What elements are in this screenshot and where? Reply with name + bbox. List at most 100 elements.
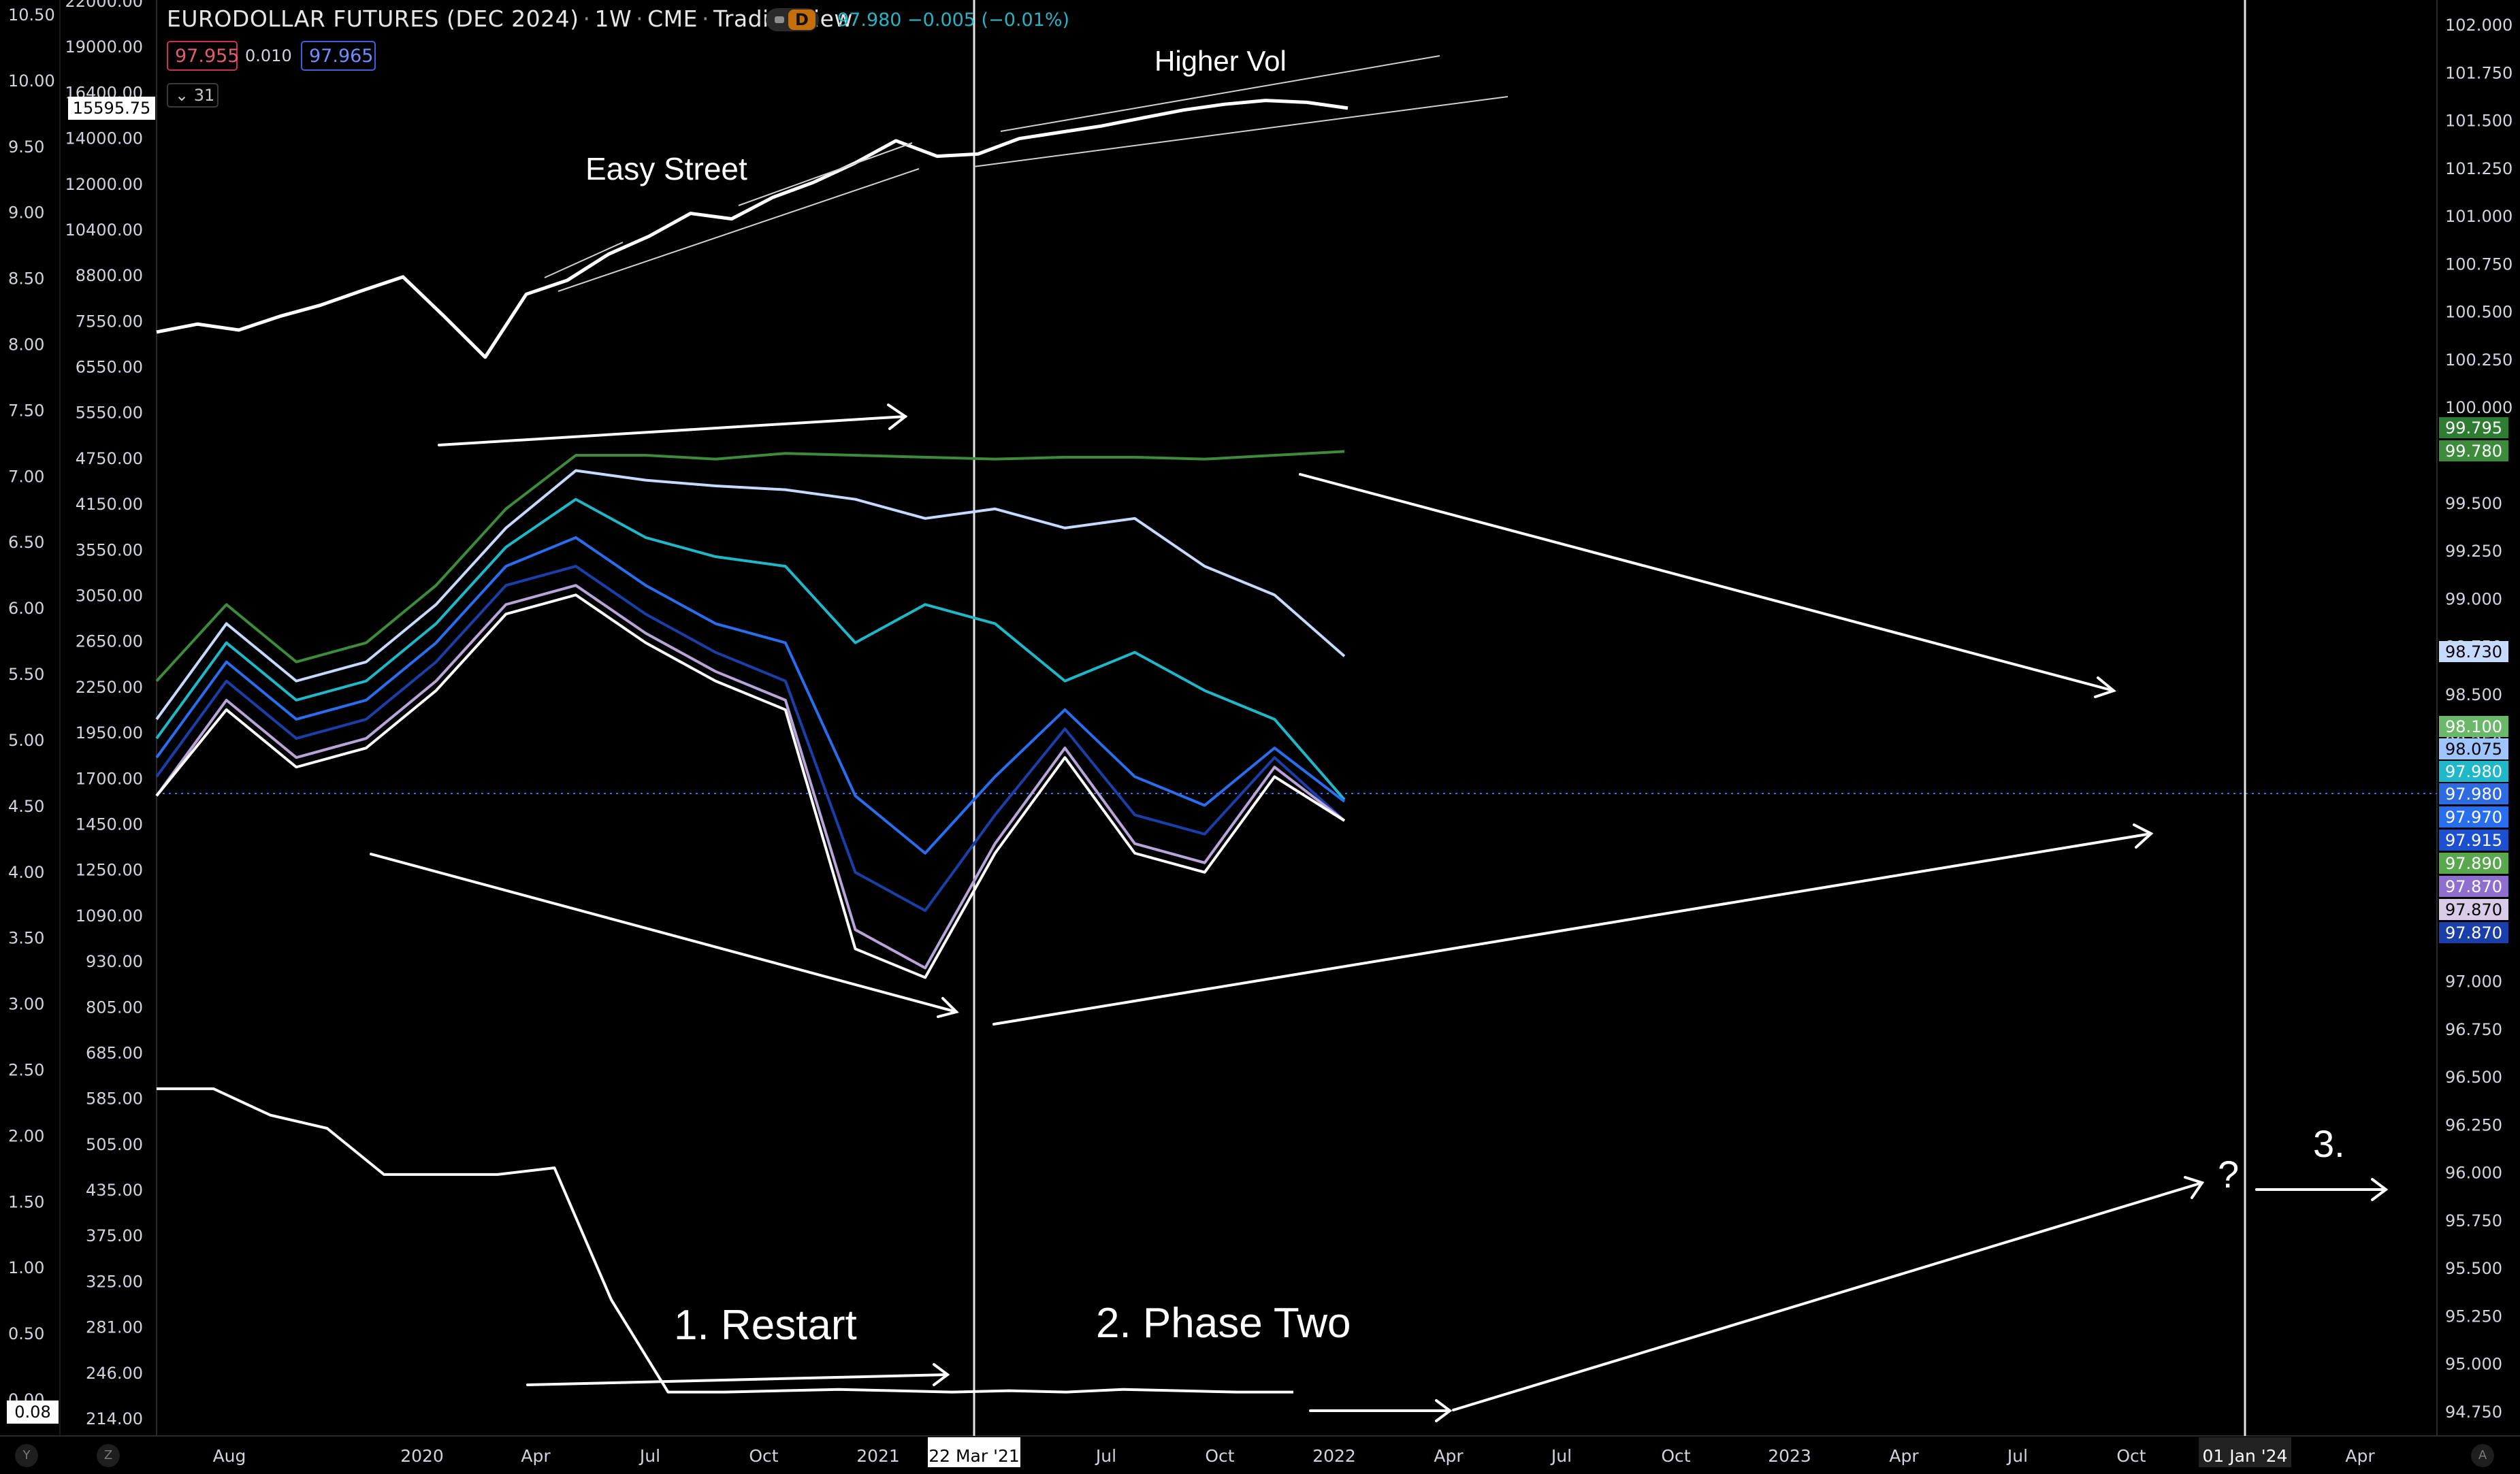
right-axis-tick: 96.000 (2445, 1164, 2502, 1183)
price-tag (2439, 716, 2508, 737)
price-tag (2439, 440, 2508, 461)
right-axis-tick: 101.000 (2445, 207, 2513, 226)
collapse-indicators-button[interactable]: ⌄ 31 (167, 83, 219, 108)
arrow-phase-three (2255, 1178, 2389, 1201)
outer-axis-tick: 6.50 (8, 533, 44, 552)
inner-axis-tick: 5550.00 (76, 404, 143, 423)
price-tag (2439, 761, 2508, 782)
eurodollar-contract-line (155, 497, 1346, 801)
right-axis-tick: 100.500 (2445, 303, 2513, 322)
outer-axis-tick: 5.50 (8, 665, 44, 684)
outer-axis-tick: 5.00 (8, 731, 44, 750)
eye-icon (775, 16, 784, 23)
rate-series-line (157, 1087, 1293, 1394)
price-tag (2439, 806, 2508, 828)
right-axis-tick: 96.750 (2445, 1020, 2502, 1039)
price-tag (2439, 899, 2508, 920)
series-layer (155, 99, 1348, 1394)
outer-axis-tick: 9.50 (8, 137, 44, 157)
time-axis-tick: Jul (1550, 1446, 1572, 1466)
right-axis-tick: 100.250 (2445, 350, 2513, 370)
time-axis-tick: Apr (1434, 1446, 1464, 1466)
scale-button-a[interactable]: A (2471, 1444, 2494, 1467)
sell-button[interactable]: 97.955 (167, 41, 239, 71)
left-inner-axis[interactable]: 22000.0019000.0016400.0014000.0012000.00… (65, 0, 143, 1428)
right-axis-tick: 100.000 (2445, 398, 2513, 417)
price-tag-label: 97.870 (2445, 900, 2502, 919)
eurodollar-contract-line (155, 469, 1346, 721)
buy-button[interactable]: 97.965 (301, 41, 376, 71)
time-axis-tick: Apr (2345, 1446, 2375, 1466)
price-tag-label: 99.795 (2445, 419, 2502, 438)
right-axis-tick: 98.500 (2445, 685, 2502, 704)
time-axis-highlight (2199, 1437, 2291, 1467)
channel-line (544, 242, 624, 278)
right-axis-tick: 94.750 (2445, 1403, 2502, 1422)
arrow-fall-2022 (1299, 473, 2117, 698)
scale-button-z[interactable]: Z (97, 1444, 120, 1467)
outer-axis-tick: 2.00 (8, 1126, 44, 1145)
time-axis-tick: Jul (2006, 1446, 2028, 1466)
right-axis-tick: 101.250 (2445, 159, 2513, 178)
eurodollar-contract-line (155, 584, 1346, 970)
last-quote: 97.980 −0.005 (−0.01%) (837, 10, 1070, 31)
price-tag-label: 97.980 (2445, 762, 2502, 781)
indicator-count: 31 (193, 86, 215, 105)
right-axis-tick: 102.000 (2445, 16, 2513, 35)
outer-axis-tick: 7.00 (8, 467, 44, 486)
price-tag (2439, 783, 2508, 804)
price-tag-label: 97.980 (2445, 785, 2502, 804)
price-tag (2439, 738, 2508, 759)
outer-axis-tick: 3.50 (8, 929, 44, 948)
inner-axis-tick: 1090.00 (76, 906, 143, 926)
eurodollar-contract-line (155, 450, 1345, 683)
channel-line (738, 142, 913, 206)
time-axis[interactable]: Aug 2020 Apr Jul Oct 2021 22 Mar '21 Jul Oct 2022… (213, 1437, 2376, 1467)
annotation-question: ? (2218, 1153, 2239, 1196)
inner-axis-tick: 4150.00 (76, 495, 143, 514)
inner-axis-tick: 7550.00 (76, 312, 143, 331)
price-tag-stack: 99.795 99.780 98.730 98.100 98.075 97.980 97.9… (2439, 417, 2508, 943)
price-tag (2439, 417, 2508, 438)
right-axis-tick: 99.000 (2445, 589, 2502, 608)
arrow-restart (526, 1363, 950, 1386)
arrow-top-right (438, 404, 908, 446)
outer-axis-tick: 1.50 (8, 1192, 44, 1211)
time-axis-tick: Jul (639, 1446, 660, 1466)
outer-axis-tick: 9.00 (8, 203, 44, 223)
annotation-higher-vol: Higher Vol (1154, 45, 1287, 77)
time-axis-highlight (928, 1437, 1020, 1467)
symbol-title[interactable]: EURODOLLAR FUTURES (DEC 2024) (167, 5, 579, 32)
left-outer-axis[interactable]: 10.50 10.00 9.50 9.00 8.50 8.00 7.50 7.00 6.50 6.… (8, 5, 55, 1409)
outer-axis-tick: 8.50 (8, 269, 44, 289)
inner-axis-tick: 10400.00 (65, 220, 143, 240)
right-axis-tick: 101.500 (2445, 112, 2513, 131)
interval-label[interactable]: 1W (594, 5, 632, 32)
right-axis-tick: 99.500 (2445, 494, 2502, 513)
inner-axis-tick: 585.00 (86, 1090, 143, 1109)
inner-axis-tick: 14000.00 (65, 129, 143, 148)
time-axis-tick: Oct (749, 1446, 778, 1466)
channel-line (558, 168, 920, 292)
right-axis-tick: 95.750 (2445, 1211, 2502, 1230)
price-tag-label: 99.780 (2445, 442, 2502, 461)
right-axis-tick: 99.250 (2445, 542, 2502, 561)
price-tag-label: 97.915 (2445, 831, 2502, 850)
inner-axis-tick: 12000.00 (65, 175, 143, 194)
price-tag (2439, 922, 2508, 943)
right-axis-tick: 95.250 (2445, 1307, 2502, 1326)
price-tag-label: 97.890 (2445, 854, 2502, 873)
outer-axis-tick: 6.00 (8, 599, 44, 618)
inner-axis-tick: 805.00 (86, 998, 143, 1017)
right-axis-tick: 100.750 (2445, 255, 2513, 274)
inner-axis-tick: 6550.00 (76, 358, 143, 377)
scale-button-y[interactable]: Y (15, 1444, 38, 1467)
price-tag-label: 98.075 (2445, 740, 2502, 759)
arrow-rise-2022 (992, 823, 2154, 1026)
spx-series-line (156, 99, 1348, 359)
inner-axis-tick: 22000.00 (65, 0, 143, 11)
outer-axis-tick: 4.50 (8, 797, 44, 816)
delayed-badge[interactable]: D (788, 10, 815, 30)
spread-value: 0.010 (245, 46, 292, 65)
